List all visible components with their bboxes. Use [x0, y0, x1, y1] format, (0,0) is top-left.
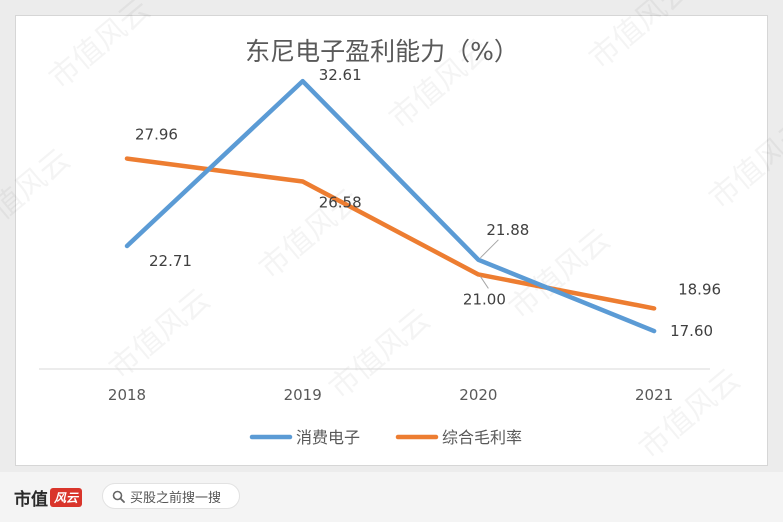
watermark-text: 市值风云: [0, 142, 77, 246]
search-box[interactable]: 买股之前搜一搜: [102, 483, 240, 509]
x-tick-label: 2021: [635, 386, 673, 404]
watermark-text: 市值风云: [43, 0, 157, 96]
data-label: 32.61: [319, 66, 362, 84]
watermark-text: 市值风云: [583, 0, 697, 76]
series-line-gross-margin: [124, 156, 657, 311]
brand-text: 市值: [14, 489, 48, 510]
legend: 消费电子 综合毛利率: [249, 428, 522, 447]
data-label: 22.71: [149, 252, 192, 270]
series-layer: [124, 78, 657, 334]
x-tick-label: 2019: [284, 386, 322, 404]
search-placeholder: 买股之前搜一搜: [130, 490, 222, 506]
legend-label: 综合毛利率: [442, 428, 522, 447]
x-tick-label: 2020: [459, 386, 497, 404]
chart-title: 东尼电子盈利能力（%）: [245, 37, 519, 66]
x-tick-label: 2018: [108, 386, 146, 404]
watermark-text: 市值风云: [103, 282, 217, 386]
line-chart: 市值风云市值风云市值风云市值风云市值风云市值风云市值风云市值风云市值风云市值风云…: [0, 0, 783, 466]
label-leader-line: [480, 239, 499, 259]
watermark-text: 市值风云: [323, 302, 437, 406]
brand-logo: 市值 风云: [14, 484, 83, 510]
search-icon: [112, 490, 125, 503]
data-label: 27.96: [135, 126, 178, 144]
data-label: 17.60: [670, 322, 713, 340]
x-axis-ticks: 2018 2019 2020 2021: [108, 386, 673, 404]
data-label: 21.00: [463, 290, 506, 308]
brand-seal: 风云: [50, 487, 83, 507]
watermark-text: 市值风云: [703, 112, 783, 216]
watermark-text: 市值风云: [633, 362, 747, 466]
data-label: 18.96: [678, 280, 721, 298]
label-leader-line: [479, 276, 489, 289]
series-line-consumer-electronics: [124, 78, 657, 334]
chart-card: [15, 15, 768, 466]
data-label-layer: 22.71 32.61 21.88 17.60 27.96 26.58 21.00 18.96: [135, 66, 721, 340]
legend-label: 消费电子: [296, 428, 360, 447]
data-label: 26.58: [319, 194, 362, 212]
chart-frame: [15, 15, 768, 466]
data-label: 21.88: [486, 221, 529, 239]
